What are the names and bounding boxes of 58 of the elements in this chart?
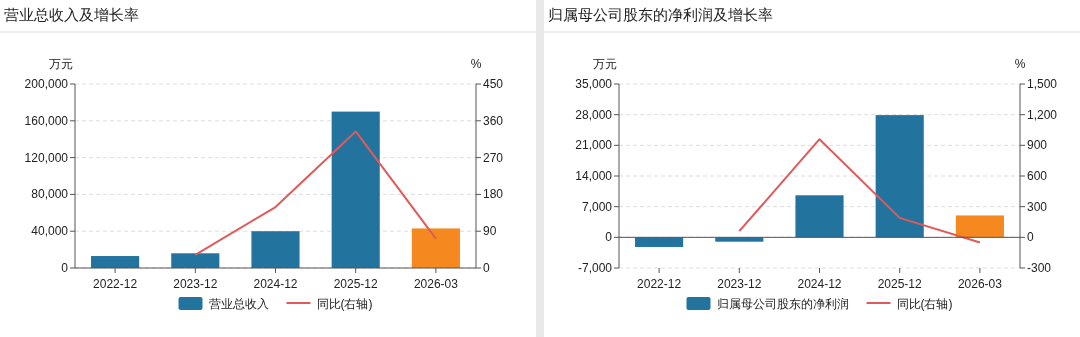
bar xyxy=(715,237,764,242)
x-tick-label: 2023-12 xyxy=(173,277,218,291)
y-tick-label: 200,000 xyxy=(24,77,69,91)
legend-label: 同比(右轴) xyxy=(896,297,953,311)
y2-tick-label: 1,200 xyxy=(1027,107,1058,122)
y-tick-label: 0 xyxy=(605,230,613,245)
y-tick-label: 0 xyxy=(61,261,69,275)
y2-tick-label: 360 xyxy=(483,113,504,128)
y-tick-label: 160,000 xyxy=(24,113,69,128)
y2-axis-title: % xyxy=(1014,57,1026,71)
y-tick-label: 21,000 xyxy=(575,138,613,153)
y-axis-title: 万元 xyxy=(49,57,73,71)
line-series xyxy=(194,130,437,256)
x-tick-label: 2025-12 xyxy=(877,277,923,291)
y2-tick-label: 180 xyxy=(483,187,504,202)
y-axis-title: 万元 xyxy=(593,57,617,71)
y-tick-label: 40,000 xyxy=(31,224,69,239)
bar xyxy=(331,111,380,268)
line-series xyxy=(738,138,981,244)
y-tick-label: 28,000 xyxy=(575,107,613,122)
x-tick-label: 2022-12 xyxy=(93,277,138,291)
x-tick-label: 2026-03 xyxy=(413,277,459,291)
bar xyxy=(91,256,140,268)
bar xyxy=(251,231,300,268)
bar xyxy=(875,115,924,238)
legend-label: 营业总收入 xyxy=(208,297,269,311)
chart-title: 营业总收入及增长率 xyxy=(4,6,139,23)
x-tick-label: 2023-12 xyxy=(717,277,762,291)
x-tick-label: 2026-03 xyxy=(957,277,1003,291)
x-tick-label: 2024-12 xyxy=(253,277,298,291)
legend-label: 同比(右轴) xyxy=(316,297,373,311)
y2-tick-label: 0 xyxy=(483,261,490,275)
y-tick-label: 80,000 xyxy=(31,187,69,202)
y2-tick-label: 0 xyxy=(1027,230,1034,245)
y-tick-label: 14,000 xyxy=(575,169,613,183)
y-tick-label: 120,000 xyxy=(24,150,69,165)
y2-tick-label: 90 xyxy=(483,224,497,239)
bar xyxy=(171,253,220,268)
y2-tick-label: 270 xyxy=(483,150,504,165)
bar xyxy=(795,195,844,238)
y2-tick-label: 1,500 xyxy=(1027,77,1058,91)
y2-tick-label: 450 xyxy=(483,77,504,91)
x-tick-label: 2022-12 xyxy=(637,277,682,291)
legend-label: 归属母公司股东的净利润 xyxy=(716,297,849,311)
y-tick-label: 7,000 xyxy=(581,199,613,214)
y2-tick-label: 300 xyxy=(1027,199,1048,214)
y2-tick-label: -300 xyxy=(1027,261,1052,275)
y-tick-label: -7,000 xyxy=(577,261,613,275)
chart-title: 归属母公司股东的净利润及增长率 xyxy=(548,6,773,23)
bar xyxy=(635,237,684,247)
y2-tick-label: 900 xyxy=(1027,138,1048,153)
y2-axis-title: % xyxy=(470,57,482,71)
y2-tick-label: 600 xyxy=(1027,169,1048,183)
x-tick-label: 2024-12 xyxy=(797,277,842,291)
bar xyxy=(411,228,460,268)
bar xyxy=(955,215,1004,238)
y-tick-label: 35,000 xyxy=(575,77,613,91)
x-tick-label: 2025-12 xyxy=(333,277,379,291)
